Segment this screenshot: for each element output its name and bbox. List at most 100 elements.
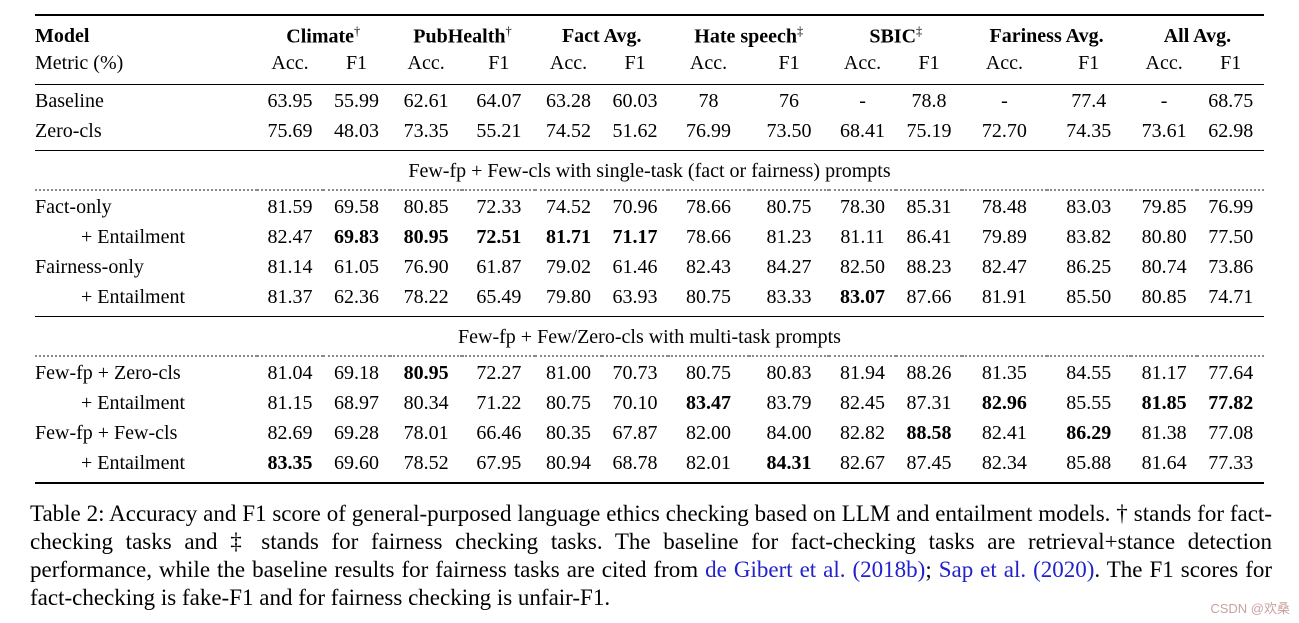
group-header: All Avg. [1163,24,1232,47]
table-cell: 80.85 [1130,282,1198,317]
table-cell: 80.83 [766,361,812,384]
table-cell: 83.35 [256,448,324,484]
citation-link[interactable]: Sap et al. (2020) [938,556,1095,582]
table-cell: 66.46 [476,421,522,444]
subcolumn-header: Acc. [389,48,463,85]
table-cell: 73.86 [1208,255,1254,278]
table-cell: 70.96 [612,195,658,218]
citation-link[interactable]: de Gibert et al. (2018b) [705,556,926,582]
table-cell: 81.91 [962,282,1047,317]
row-label: Few-fp + Zero-cls [35,361,181,384]
table-cell: 80.75 [686,361,731,384]
table-cell: 82.43 [686,255,731,278]
table-cell: 67.95 [462,448,536,484]
table-cell: 85.50 [1046,282,1131,317]
row-label: + Entailment [81,391,186,414]
table-cell: 86.29 [1066,421,1112,444]
table-row: + Entailment 83.35 69.60 78.52 67.95 80.94 68.… [35,448,1264,484]
table-cell: 81.00 [546,361,591,384]
section-header: Few-fp + Few/Zero-cls with multi-task pr… [35,316,1264,357]
table-cell: 81.85 [1141,391,1187,414]
table-cell: 79.89 [981,225,1027,248]
table-cell: 84.31 [748,448,830,484]
table-cell: 82.50 [840,255,886,278]
table-row: Fairness-only 81.14 61.05 76.90 61.87 79.02 61… [35,253,1264,283]
table-cell: 74.52 [535,116,602,151]
table-cell: 69.83 [334,225,379,248]
table-cell: 77.64 [1208,361,1254,384]
table-cell: 82.45 [840,391,886,414]
table-cell: 55.99 [334,89,379,112]
subcolumn-header: F1 [895,48,963,85]
section-header: Few-fp + Few-cls with single-task (fact … [35,150,1264,191]
subcolumn-header: F1 [323,48,390,85]
model-column-header: Model [35,24,90,47]
table-cell: 86.41 [906,225,952,248]
subcolumn-header: Acc. [829,48,896,85]
table-cell: 83.47 [686,391,731,414]
table-cell: 82.34 [962,448,1047,484]
dagger-mark: ‡ [916,24,923,38]
table-cell: 81.71 [546,225,591,248]
table-row: Zero-cls 75.69 48.03 73.35 55.21 74.52 51.62 76… [35,116,1264,151]
table-cell: 78.66 [686,225,731,248]
table-cell: 79.80 [535,282,602,317]
table-cell: 77.33 [1197,448,1264,484]
table-cell: 81.37 [256,282,324,317]
table-cell: 60.03 [612,89,658,112]
table-cell: 78.01 [403,421,449,444]
table-cell: 81.94 [840,361,886,384]
table-cell: 75.69 [256,116,324,151]
table-cell: 84.00 [766,421,812,444]
group-header: PubHealth† [413,24,512,48]
row-label: Baseline [35,89,104,112]
table-row: Baseline 63.95 55.99 62.61 64.07 63.28 60.03 78… [35,84,1264,117]
table-row: + Entailment 81.15 68.97 80.34 71.22 80.75 70.… [35,389,1264,419]
table-cell: 78.8 [911,89,947,112]
subcolumn-header: Acc. [256,48,324,85]
dagger-mark: † [354,24,361,38]
header-metric-row: Metric (%) Acc. F1 Acc. F1 Acc. F1 Acc. F1 Acc. F1… [35,48,1264,85]
table-cell: - [1160,89,1168,112]
table-cell: 70.10 [612,391,658,414]
table-cell: 82.67 [829,448,896,484]
table-cell: 69.18 [334,361,379,384]
table-cell: 80.80 [1141,225,1187,248]
table-cell: 68.75 [1208,89,1254,112]
table-cell: 80.75 [546,391,591,414]
table-cell: 75.19 [895,116,963,151]
table-cell: 81.64 [1130,448,1198,484]
table-cell: 73.50 [748,116,830,151]
table-cell: 69.58 [334,195,379,218]
row-label: + Entailment [35,448,257,484]
row-label: + Entailment [81,225,186,248]
table-cell: 72.27 [476,361,522,384]
table-header: Model Climate† PubHealth† Fact Avg. Hate spe… [35,15,1264,85]
table-cell: 74.35 [1046,116,1131,151]
table-cell: 80.94 [535,448,602,484]
group-header: Fariness Avg. [989,24,1104,47]
table-cell: 71.22 [476,391,522,414]
table-cell: 61.87 [476,255,522,278]
table-cell: 55.21 [462,116,536,151]
subcolumn-header: Acc. [962,48,1047,85]
table-cell: 73.61 [1130,116,1198,151]
table-cell: 63.28 [546,89,591,112]
subcolumn-header: F1 [462,48,536,85]
section-header-row: Few-fp + Few/Zero-cls with multi-task pr… [35,316,1264,357]
table-cell: 70.73 [612,361,658,384]
dagger-mark: ‡ [797,24,804,38]
table-cell: 76.99 [1208,195,1254,218]
row-label: Fact-only [35,195,112,218]
table-cell: 80.34 [403,391,449,414]
table-cell: 81.15 [267,391,313,414]
table-cell: 63.95 [267,89,313,112]
table-cell: 77.4 [1071,89,1107,112]
table-cell: 69.60 [323,448,390,484]
table-row: Fact-only 81.59 69.58 80.85 72.33 74.52 70.96 7… [35,190,1264,223]
table-cell: 74.52 [546,195,591,218]
subcolumn-header: Acc. [535,48,602,85]
table-cell: 82.82 [840,421,886,444]
table-cell: 77.50 [1208,225,1254,248]
table-cell: 64.07 [476,89,522,112]
